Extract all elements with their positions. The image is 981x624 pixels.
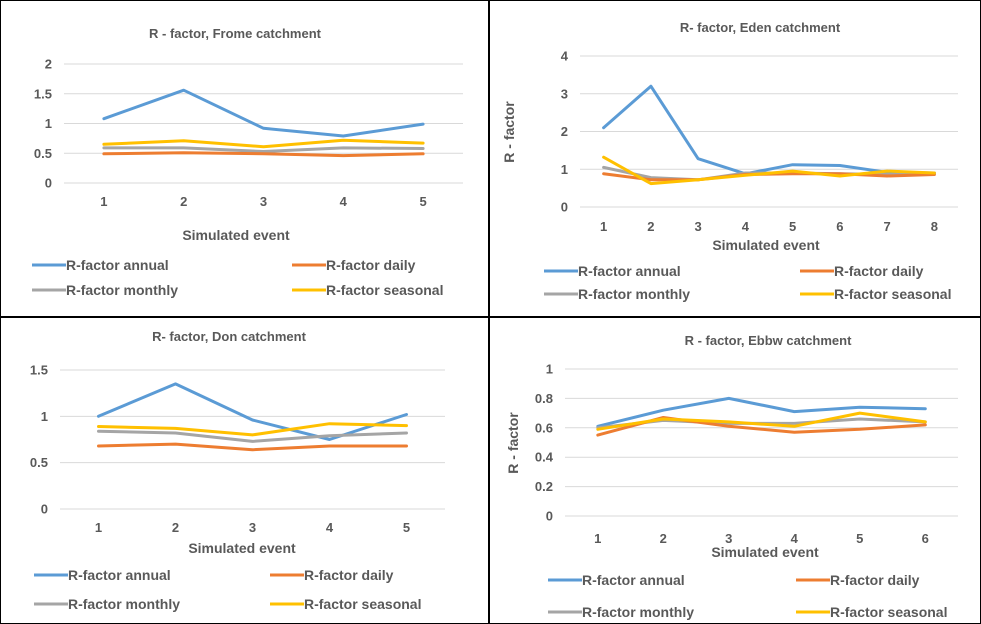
- legend-label-r-factor-seasonal: R-factor seasonal: [834, 286, 951, 302]
- series-line-r-factor-annual: [596, 396, 927, 428]
- y-tick-label: 0.5: [30, 455, 48, 470]
- series-line-r-factor-monthly: [102, 146, 425, 153]
- legend-label-r-factor-seasonal: R-factor seasonal: [830, 604, 947, 620]
- chart-svg: R - factor, Ebbw catchment 0 0.2 0.4 0.6 0.8 1…: [489, 317, 981, 624]
- x-tick-label: 3: [260, 194, 267, 209]
- chart-title: R- factor, Don catchment: [152, 329, 307, 344]
- legend-label-r-factor-daily: R-factor daily: [834, 263, 924, 279]
- x-tick-label: 1: [594, 531, 601, 546]
- x-axis-label: Simulated event: [188, 540, 296, 556]
- y-tick-label: 1: [546, 362, 553, 377]
- y-tick-label: 0.2: [535, 479, 553, 494]
- y-tick-label: 0.5: [34, 146, 52, 161]
- y-tick-label: 0.4: [535, 450, 554, 465]
- legend-label-r-factor-annual: R-factor annual: [582, 572, 685, 588]
- x-tick-label: 2: [172, 520, 179, 535]
- x-tick-label: 5: [419, 194, 426, 209]
- x-tick-label: 3: [249, 520, 256, 535]
- legend-label-r-factor-annual: R-factor annual: [66, 257, 169, 273]
- y-tick-label: 1: [41, 409, 48, 424]
- series-line-r-factor-annual: [602, 84, 936, 176]
- chart-svg: R - factor, Frome catchment 0 0.5 1 1.5 2 1 2 3 4…: [0, 0, 489, 317]
- x-tick-label: 4: [326, 520, 334, 535]
- x-tick-label: 5: [856, 531, 863, 546]
- x-tick-label: 4: [340, 194, 348, 209]
- series-line-r-factor-daily: [102, 151, 425, 158]
- legend-label-r-factor-monthly: R-factor monthly: [68, 596, 180, 612]
- series-line-r-factor-seasonal: [596, 411, 927, 431]
- series-line-r-factor-seasonal: [97, 422, 408, 437]
- y-tick-label: 1: [561, 162, 568, 177]
- y-tick-label: 1: [45, 116, 52, 131]
- series-line-r-factor-annual: [102, 88, 425, 138]
- series-line-r-factor-seasonal: [102, 138, 425, 149]
- x-axis-label: Simulated event: [182, 227, 290, 243]
- frome-chart-panel: R - factor, Frome catchment 0 0.5 1 1.5 2 1 2 3 4…: [0, 0, 489, 317]
- x-tick-label: 1: [600, 219, 607, 234]
- y-tick-label: 0.8: [535, 391, 553, 406]
- series-line-r-factor-annual: [97, 382, 408, 441]
- chart-title: R - factor, Frome catchment: [149, 26, 322, 41]
- legend-label-r-factor-annual: R-factor annual: [68, 567, 171, 583]
- x-tick-label: 2: [647, 219, 654, 234]
- don-chart-panel: R- factor, Don catchment 0 0.5 1 1.5 1 2 3 4 5 Sim…: [0, 317, 489, 624]
- legend-label-r-factor-monthly: R-factor monthly: [66, 282, 178, 298]
- x-tick-label: 1: [95, 520, 102, 535]
- x-axis-label: Simulated event: [712, 237, 820, 253]
- ebbw-chart-panel: R - factor, Ebbw catchment 0 0.2 0.4 0.6 0.8 1…: [489, 317, 981, 624]
- x-tick-label: 6: [922, 531, 929, 546]
- legend-label-r-factor-daily: R-factor daily: [830, 572, 920, 588]
- y-axis-label: R - factor: [501, 101, 517, 163]
- x-tick-label: 3: [725, 531, 732, 546]
- legend-label-r-factor-monthly: R-factor monthly: [578, 286, 690, 302]
- y-tick-label: 3: [561, 86, 568, 101]
- y-tick-label: 0: [41, 502, 48, 517]
- x-tick-label: 8: [931, 219, 938, 234]
- x-tick-label: 1: [100, 194, 107, 209]
- x-axis-label: Simulated event: [711, 544, 819, 560]
- y-tick-label: 4: [561, 49, 569, 64]
- chart-svg: R- factor, Eden catchment 0 1 2 3 4 1 2 3 4 5 6 7 8 Si…: [489, 0, 981, 317]
- x-tick-label: 2: [180, 194, 187, 209]
- legend-label-r-factor-monthly: R-factor monthly: [582, 604, 694, 620]
- x-tick-label: 3: [695, 219, 702, 234]
- y-tick-label: 0: [561, 200, 568, 215]
- legend-label-r-factor-daily: R-factor daily: [326, 257, 416, 273]
- panel-border: [0, 0, 489, 317]
- y-tick-label: 0.6: [535, 420, 553, 435]
- legend-label-r-factor-annual: R-factor annual: [578, 263, 681, 279]
- x-tick-label: 2: [660, 531, 667, 546]
- x-tick-label: 5: [403, 520, 410, 535]
- series-line-r-factor-monthly: [97, 429, 408, 443]
- chart-svg: R- factor, Don catchment 0 0.5 1 1.5 1 2 3 4 5 Sim…: [0, 317, 489, 624]
- x-tick-label: 5: [789, 219, 796, 234]
- y-tick-label: 0: [546, 509, 553, 524]
- y-tick-label: 1.5: [30, 363, 48, 378]
- y-axis-label: R - factor: [505, 412, 521, 474]
- chart-title: R - factor, Ebbw catchment: [685, 333, 853, 348]
- y-tick-label: 2: [561, 124, 568, 139]
- x-tick-label: 4: [791, 531, 799, 546]
- legend-label-r-factor-daily: R-factor daily: [304, 567, 394, 583]
- x-tick-label: 6: [836, 219, 843, 234]
- x-tick-label: 4: [742, 219, 750, 234]
- x-tick-label: 7: [884, 219, 891, 234]
- series-line-r-factor-daily: [97, 442, 408, 452]
- series-line-r-factor-seasonal: [602, 155, 936, 186]
- y-tick-label: 0: [45, 176, 52, 191]
- eden-chart-panel: R- factor, Eden catchment 0 1 2 3 4 1 2 3 4 5 6 7 8 Si…: [489, 0, 981, 317]
- y-tick-label: 2: [45, 57, 52, 72]
- chart-title: R- factor, Eden catchment: [680, 20, 841, 35]
- legend-label-r-factor-seasonal: R-factor seasonal: [326, 282, 443, 298]
- legend-label-r-factor-seasonal: R-factor seasonal: [304, 596, 421, 612]
- y-tick-label: 1.5: [34, 86, 52, 101]
